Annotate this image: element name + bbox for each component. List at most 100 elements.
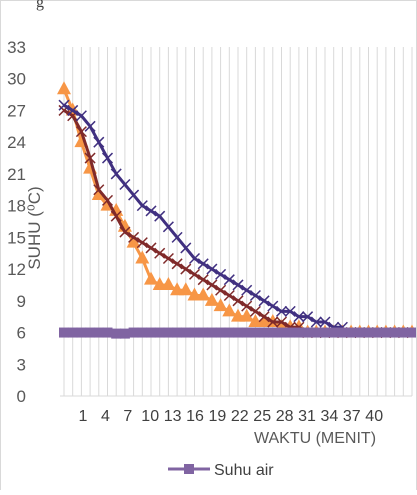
data-point — [241, 284, 253, 296]
y-tick-label: 6 — [17, 324, 26, 343]
marker-stroke — [84, 120, 96, 132]
marker-stroke — [67, 104, 79, 116]
marker-stroke — [93, 136, 105, 148]
y-tick-label: 33 — [7, 38, 26, 57]
y-tick-label: 27 — [7, 101, 26, 120]
marker-stroke — [171, 231, 183, 243]
marker-stroke — [215, 284, 227, 296]
data-point — [337, 327, 348, 338]
data-point — [407, 327, 417, 338]
marker-stroke — [206, 279, 218, 291]
data-point — [135, 250, 150, 264]
data-point — [188, 268, 201, 280]
marker-stroke — [136, 237, 148, 249]
marker-stroke — [197, 258, 209, 270]
frame-top-border — [0, 0, 417, 1]
x-tick-label: 4 — [101, 408, 110, 425]
grid-lines — [60, 47, 413, 397]
data-point — [233, 327, 243, 338]
data-point — [284, 305, 296, 317]
x-tick-label: 19 — [209, 408, 227, 425]
marker-stroke — [275, 305, 288, 317]
marker-stroke — [215, 268, 227, 280]
x-axis-ticks: 1 4 7 10 13 16 19 22 25 28 31 34 37 40 — [79, 408, 384, 425]
data-point — [239, 308, 254, 322]
marker-stroke — [302, 311, 314, 323]
marker-stroke — [119, 226, 131, 238]
data-point — [285, 327, 296, 338]
data-point — [154, 210, 166, 222]
data-point — [119, 226, 131, 238]
x-tick-label: 1 — [79, 408, 88, 425]
x-tick-label: 28 — [276, 408, 294, 425]
data-point — [111, 328, 122, 339]
y-tick-label: 9 — [17, 292, 26, 311]
data-point — [320, 327, 330, 338]
marker-stroke — [284, 305, 296, 317]
marker-stroke — [75, 126, 87, 138]
data-point — [241, 300, 253, 312]
x-tick-label: 13 — [164, 408, 182, 425]
data-point — [67, 327, 78, 338]
data-point — [171, 231, 183, 243]
x-tick-label: 10 — [141, 408, 159, 425]
data-point — [171, 258, 183, 270]
data-point — [310, 316, 322, 328]
marker-stroke — [267, 316, 279, 328]
y-tick-label: 3 — [17, 355, 26, 374]
data-point — [275, 305, 288, 317]
series-3 — [58, 99, 348, 333]
data-point — [328, 327, 339, 338]
data-point — [119, 178, 131, 191]
y-tick-label: 15 — [7, 228, 26, 247]
marker-stroke — [180, 242, 192, 254]
marker-stroke — [267, 300, 279, 312]
marker-stroke — [128, 231, 140, 243]
data-point — [178, 282, 193, 296]
marker-stroke — [145, 205, 157, 217]
marker-stroke — [136, 200, 148, 212]
data-point — [180, 263, 192, 275]
marker-stroke — [162, 221, 174, 233]
data-point — [145, 205, 157, 217]
y-tick-label: 0 — [17, 387, 26, 406]
data-point — [241, 327, 252, 338]
data-point — [250, 327, 261, 338]
data-point — [75, 126, 87, 138]
data-point — [398, 327, 409, 338]
marker-stroke — [101, 194, 114, 206]
data-point — [93, 136, 105, 148]
x-tick-label: 40 — [365, 408, 383, 425]
data-point — [119, 328, 130, 339]
data-point — [93, 184, 105, 196]
marker-stroke — [110, 210, 122, 222]
x-tick-label: 37 — [343, 408, 361, 425]
data-point — [161, 276, 176, 290]
marker-stroke — [128, 189, 140, 201]
data-point — [259, 327, 270, 338]
data-point — [354, 327, 365, 338]
data-point — [180, 327, 191, 338]
marker-stroke — [249, 305, 261, 317]
data-point — [267, 300, 279, 312]
data-point — [57, 81, 71, 95]
data-point — [128, 231, 140, 243]
data-point — [197, 274, 209, 286]
marker-stroke — [319, 316, 331, 328]
data-point — [204, 292, 219, 306]
x-tick-label: 34 — [321, 408, 339, 425]
data-point — [84, 152, 96, 164]
data-point — [293, 327, 304, 338]
marker-stroke — [154, 210, 166, 222]
data-point — [189, 327, 200, 338]
data-point — [346, 327, 357, 338]
data-point — [154, 247, 166, 259]
data-point — [223, 289, 235, 302]
marker-stroke — [188, 268, 201, 280]
y-axis-label: SUHU (⁰C) — [25, 186, 44, 269]
marker-stroke — [241, 300, 253, 312]
y-tick-label: 24 — [7, 133, 26, 152]
data-point — [258, 295, 270, 307]
data-point — [275, 316, 288, 328]
